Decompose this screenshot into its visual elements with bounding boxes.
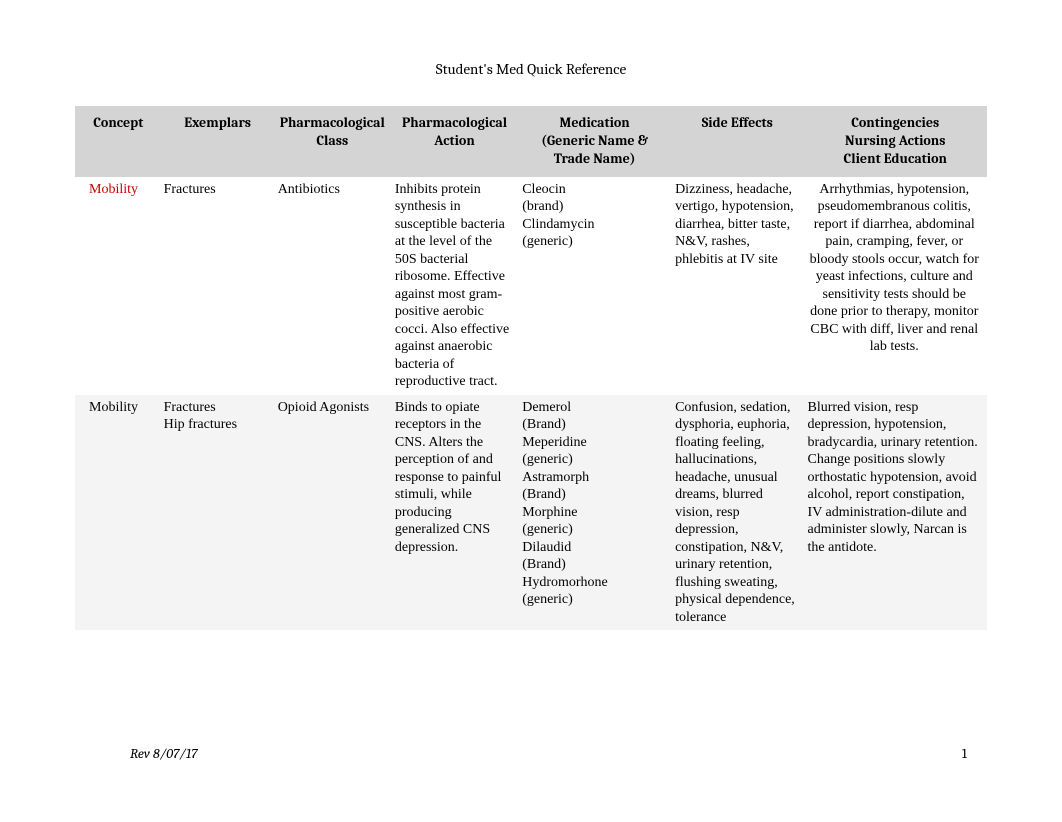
- cell-exemplars: Fractures Hip fractures: [162, 395, 274, 631]
- cell-contingencies: Blurred vision, resp depression, hypoten…: [804, 395, 987, 631]
- footer-page-number: 1: [962, 745, 967, 762]
- column-header-medication: Medication (Generic Name & Trade Name): [518, 106, 671, 177]
- page-title: Student's Med Quick Reference: [75, 60, 987, 78]
- table-row: Mobility Fractures Antibiotics Inhibits …: [75, 177, 987, 395]
- column-header-exemplars: Exemplars: [162, 106, 274, 177]
- cell-sideeffects: Confusion, sedation, dysphoria, euphoria…: [671, 395, 803, 631]
- table-row: Mobility Fractures Hip fractures Opioid …: [75, 395, 987, 631]
- footer-revision: Rev 8/07/17: [130, 745, 197, 762]
- column-header-pharmclass: Pharmacological Class: [274, 106, 391, 177]
- cell-medication: Demerol (Brand) Meperidine (generic) Ast…: [518, 395, 671, 631]
- page-footer: Rev 8/07/17 1: [0, 745, 1062, 762]
- document-page: Student's Med Quick Reference Concept Ex…: [0, 0, 1062, 630]
- column-header-sideeffects: Side Effects: [671, 106, 803, 177]
- cell-pharmaction: Inhibits protein synthesis in susceptibl…: [391, 177, 518, 395]
- column-header-pharmaction: Pharmacological Action: [391, 106, 518, 177]
- cell-contingencies: Arrhythmias, hypotension, pseudomembrano…: [804, 177, 987, 395]
- column-header-concept: Concept: [75, 106, 162, 177]
- cell-pharmclass: Antibiotics: [274, 177, 391, 395]
- cell-concept: Mobility: [89, 182, 138, 197]
- cell-pharmaction: Binds to opiate receptors in the CNS. Al…: [391, 395, 518, 631]
- column-header-contingencies: Contingencies Nursing Actions Client Edu…: [804, 106, 987, 177]
- table-header: Concept Exemplars Pharmacological Class …: [75, 106, 987, 177]
- cell-medication: Cleocin (brand) Clindamycin (generic): [518, 177, 671, 395]
- table-body: Mobility Fractures Antibiotics Inhibits …: [75, 177, 987, 631]
- cell-sideeffects: Dizziness, headache, vertigo, hypotensio…: [671, 177, 803, 395]
- cell-concept: Mobility: [75, 395, 162, 631]
- med-reference-table: Concept Exemplars Pharmacological Class …: [75, 106, 987, 630]
- cell-exemplars: Fractures: [162, 177, 274, 395]
- cell-pharmclass: Opioid Agonists: [274, 395, 391, 631]
